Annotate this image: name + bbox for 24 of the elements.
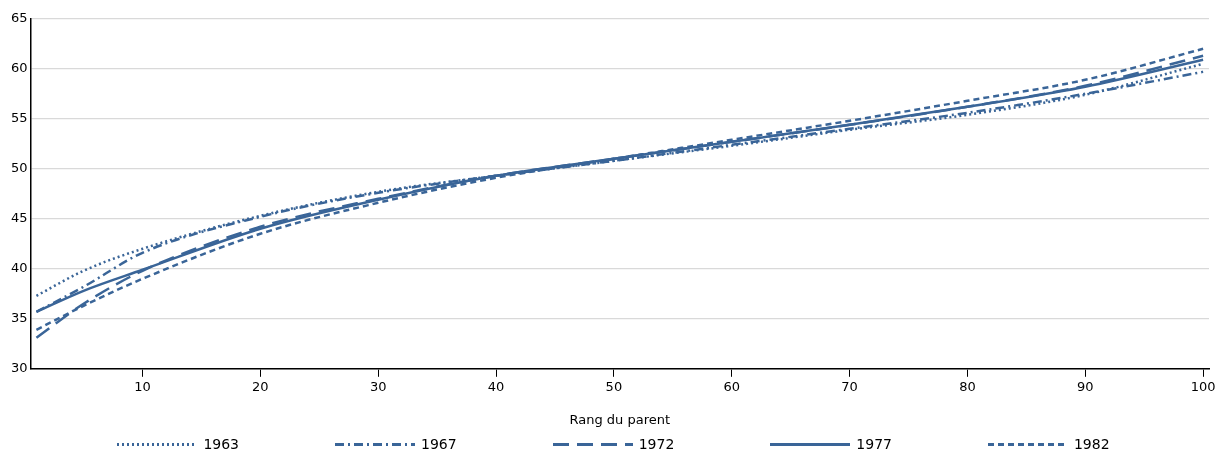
x-tick-label: 20 xyxy=(252,378,269,394)
x-tick-label: 40 xyxy=(487,378,505,394)
legend-label: 1967 xyxy=(421,436,457,452)
x-axis-title: Rang du parent xyxy=(569,411,671,427)
y-tick-label: 60 xyxy=(11,60,28,76)
x-tick-label: 30 xyxy=(369,378,387,394)
x-tick-label: 60 xyxy=(723,378,740,394)
legend-label: 1982 xyxy=(1073,436,1110,452)
legend-label: 1977 xyxy=(856,436,892,452)
x-tick-label: 50 xyxy=(605,378,623,394)
x-tick-label: 80 xyxy=(959,378,976,394)
x-tick-label: 90 xyxy=(1076,378,1094,394)
y-tick-label: 45 xyxy=(11,210,28,226)
legend-label: 1972 xyxy=(638,436,675,452)
y-tick-label: 65 xyxy=(11,10,28,26)
x-tick-label: 10 xyxy=(134,378,151,394)
x-tick-label: 70 xyxy=(841,378,858,394)
y-tick-label: 30 xyxy=(11,360,28,376)
legend-label: 1963 xyxy=(203,436,240,452)
y-tick-label: 55 xyxy=(11,110,28,126)
y-tick-label: 40 xyxy=(11,260,28,276)
x-tick-label: 100 xyxy=(1190,378,1216,394)
y-tick-label: 50 xyxy=(11,160,28,176)
y-tick-label: 35 xyxy=(11,310,28,326)
